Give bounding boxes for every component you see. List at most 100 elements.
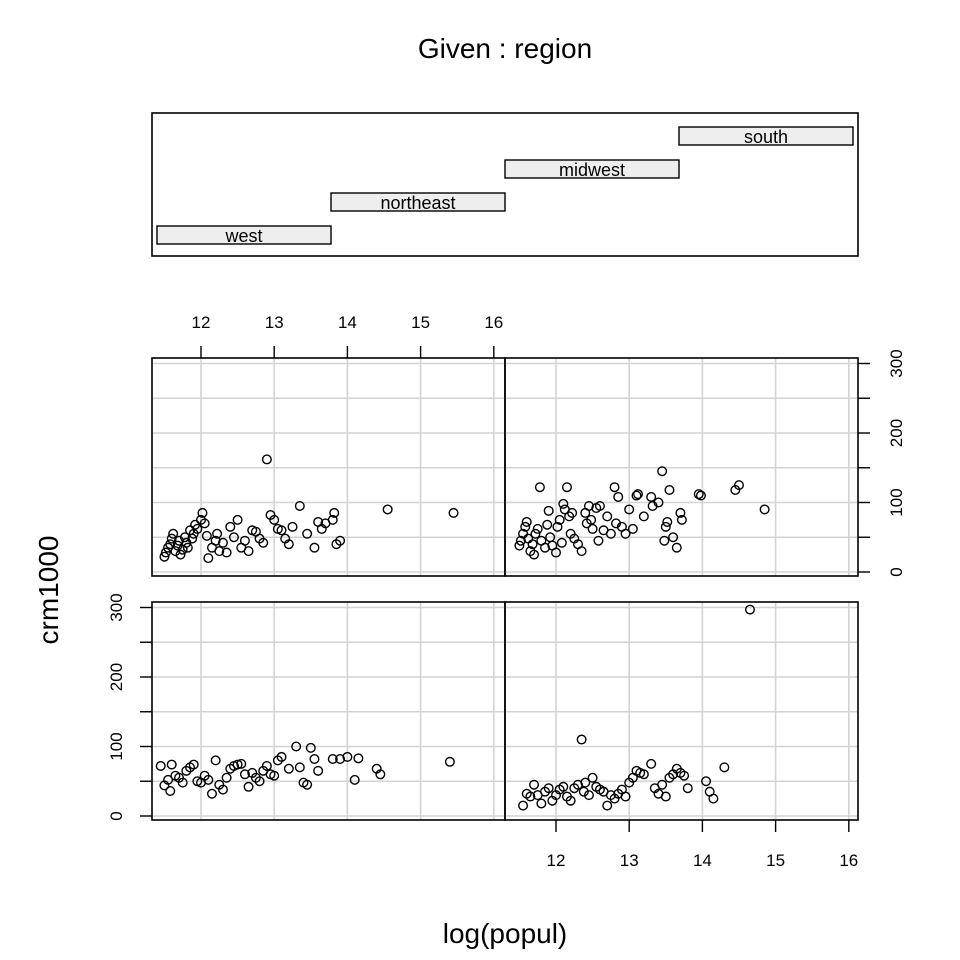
y-tick-label-left: 0: [107, 811, 126, 820]
data-point: [543, 505, 554, 516]
data-point: [201, 530, 212, 541]
data-point: [177, 777, 188, 788]
data-point: [565, 795, 576, 806]
data-point: [302, 528, 313, 539]
data-point: [521, 516, 532, 527]
data-point: [734, 480, 745, 491]
x-tick-label-top: 12: [192, 313, 211, 332]
data-point: [520, 521, 531, 532]
data-point: [543, 783, 554, 794]
data-point: [203, 774, 214, 785]
data-point: [159, 551, 170, 562]
data-point: [269, 770, 280, 781]
data-point: [552, 521, 563, 532]
data-point: [627, 523, 638, 534]
y-tick-label-right: 300: [887, 349, 906, 377]
data-point: [294, 500, 305, 511]
data-point: [313, 765, 324, 776]
data-point: [175, 549, 186, 560]
data-point: [624, 504, 635, 515]
given-bar-northeast: [330, 192, 506, 212]
data-point: [329, 507, 340, 518]
data-point: [653, 497, 664, 508]
data-point: [269, 514, 280, 525]
y-tick-label-left: 300: [107, 593, 126, 621]
data-point: [572, 779, 583, 790]
data-point: [646, 758, 657, 769]
data-point: [163, 774, 174, 785]
data-point: [261, 760, 272, 771]
data-point: [309, 542, 320, 553]
data-point: [166, 759, 177, 770]
data-point: [353, 753, 364, 764]
data-point: [294, 762, 305, 773]
data-point: [527, 539, 538, 550]
x-tick-label-bottom: 16: [839, 851, 858, 870]
data-point: [536, 798, 547, 809]
data-point: [239, 535, 250, 546]
data-point: [283, 539, 294, 550]
data-point: [558, 781, 569, 792]
data-point: [708, 793, 719, 804]
given-label-midwest: midwest: [559, 160, 625, 180]
scatter-panels: [151, 357, 859, 821]
x-tick-label-top: 14: [338, 313, 357, 332]
data-point: [170, 546, 181, 557]
data-point: [203, 553, 214, 564]
data-point: [679, 770, 690, 781]
data-point: [638, 769, 649, 780]
x-tick-label-top: 13: [265, 313, 284, 332]
data-point: [188, 759, 199, 770]
data-point: [165, 785, 176, 796]
data-point: [309, 754, 320, 765]
data-point: [613, 491, 624, 502]
data-point: [243, 781, 254, 792]
data-point: [217, 784, 228, 795]
data-point: [675, 507, 686, 518]
data-point: [567, 507, 578, 518]
data-point: [662, 516, 673, 527]
data-point: [225, 521, 236, 532]
data-point: [187, 533, 198, 544]
data-point: [197, 507, 208, 518]
given-panel: west northeast midwest south: [151, 112, 859, 257]
data-point: [327, 514, 338, 525]
data-point: [620, 791, 631, 802]
data-point: [210, 535, 221, 546]
data-point: [676, 514, 687, 525]
x-tick-label-bottom: 12: [547, 851, 566, 870]
data-point: [166, 533, 177, 544]
panel-northeast: [504, 601, 859, 821]
given-label-south: south: [744, 127, 788, 147]
data-point: [261, 454, 272, 465]
given-bar-midwest: [504, 159, 680, 179]
data-point: [695, 490, 706, 501]
data-point: [657, 779, 668, 790]
data-point: [631, 490, 642, 501]
y-tick-label-right: 0: [887, 567, 906, 576]
data-point: [448, 507, 459, 518]
x-tick-label-bottom: 13: [620, 851, 639, 870]
data-point: [556, 537, 567, 548]
data-point: [693, 489, 704, 500]
data-point: [212, 528, 223, 539]
data-point: [192, 523, 203, 534]
panel-south: [504, 357, 859, 577]
data-point: [199, 518, 210, 529]
data-point: [160, 547, 171, 558]
data-point: [327, 754, 338, 765]
data-point: [660, 521, 671, 532]
data-point: [530, 528, 541, 539]
data-point: [444, 756, 455, 767]
data-point: [583, 500, 594, 511]
given-label-west: west: [224, 226, 262, 246]
y-tick-label-left: 100: [107, 732, 126, 760]
data-point: [605, 528, 616, 539]
data-point: [214, 546, 225, 557]
data-point: [542, 519, 553, 530]
given-bar-west: [156, 225, 332, 245]
data-point: [668, 532, 679, 543]
data-point: [609, 482, 620, 493]
data-point: [302, 779, 313, 790]
data-point: [593, 535, 604, 546]
